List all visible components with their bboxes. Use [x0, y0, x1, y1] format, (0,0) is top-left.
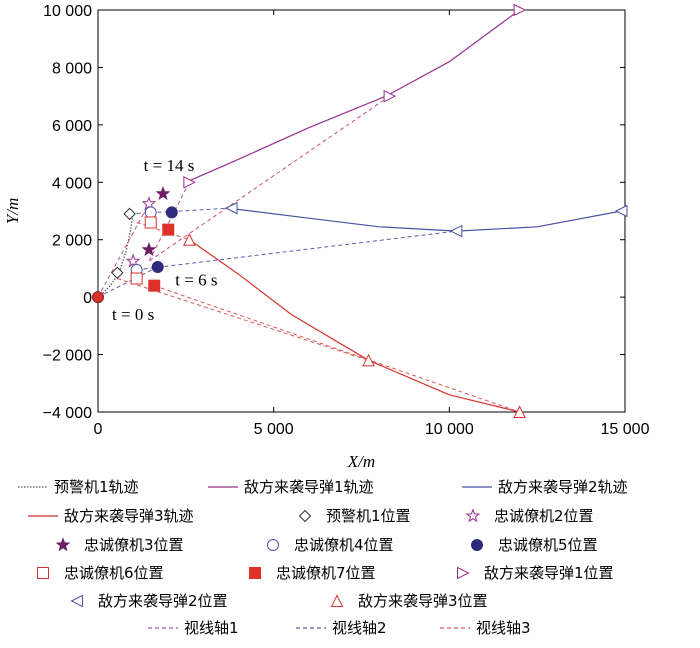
- series-13-point: [614, 204, 628, 218]
- series-5-point: [111, 266, 124, 279]
- series-10-point: [130, 272, 143, 285]
- legend-label: 忠诚僚机2位置: [494, 507, 594, 525]
- legend-swatch: [330, 594, 344, 607]
- series-line-3: [227, 207, 622, 232]
- y-tick-label: 0: [83, 290, 92, 307]
- sightline-15-segment: [97, 203, 150, 298]
- legend-label: 忠诚僚机5位置: [498, 536, 598, 554]
- legend-item: 敌方来袭导弹1位置: [457, 564, 614, 582]
- start-point: [92, 291, 104, 304]
- legend-swatch: [267, 539, 279, 551]
- series-markers: [91, 3, 628, 418]
- series-8-point: [144, 206, 157, 219]
- sightline-16-segment: [136, 230, 457, 271]
- series-11-point: [148, 279, 161, 292]
- series-14-point: [183, 233, 196, 246]
- legend-swatch: [37, 567, 49, 579]
- y-tick-label: 4 000: [52, 175, 92, 192]
- legend-item: 忠诚僚机4位置: [267, 536, 394, 554]
- y-tick-label: 2 000: [52, 233, 92, 250]
- y-tick-label: 10 000: [43, 3, 92, 20]
- legend-item: 视线轴3: [440, 619, 531, 637]
- series-9-point: [165, 206, 178, 219]
- legend-label: 敌方来袭导弹2轨迹: [498, 478, 628, 496]
- legend-label: 敌方来袭导弹1位置: [484, 564, 614, 582]
- legend-label: 视线轴2: [332, 619, 387, 637]
- annotations: t = 14 s t = 6 s t = 0 s: [112, 156, 217, 324]
- x-tick-label: 15 000: [601, 421, 650, 438]
- series-6-point: [125, 253, 141, 268]
- series-10-point: [144, 216, 157, 229]
- legend-label: 忠诚僚机4位置: [294, 536, 394, 554]
- y-tick-label: 8 000: [52, 60, 92, 77]
- x-tick-label: 10 000: [425, 421, 474, 438]
- legend-item: 预警机1位置: [298, 507, 411, 525]
- legend-item: 视线轴1: [148, 619, 239, 637]
- annotation-label: t = 0 s: [112, 305, 154, 324]
- legend-item: 忠诚僚机7位置: [249, 564, 376, 582]
- legend-item: 忠诚僚机2位置: [465, 507, 594, 525]
- legend-item: 忠诚僚机3位置: [55, 536, 184, 554]
- legend-item: 敌方来袭导弹3位置: [330, 592, 488, 610]
- legend-swatch: [471, 539, 483, 551]
- series-7-point: [155, 186, 171, 201]
- legend-label: 敌方来袭导弹3位置: [358, 592, 488, 610]
- legend-item: 预警机1轨迹: [18, 478, 139, 496]
- series-5-point: [123, 207, 136, 221]
- legend-item: 忠诚僚机5位置: [471, 536, 598, 554]
- axes: 0 5 000 10 000 15 000 −4 000 −2 000 0 2 000 4 00…: [3, 3, 650, 471]
- legend-label: 预警机1轨迹: [54, 478, 139, 496]
- y-axis-label: Y/m: [3, 198, 22, 224]
- series-line-4: [188, 239, 520, 413]
- legend: 预警机1轨迹 敌方来袭导弹1轨迹 敌方来袭导弹2轨迹敌方来袭导弹3轨迹 预警机1位置忠…: [18, 478, 628, 637]
- legend-swatch: [70, 594, 83, 608]
- series-12-point: [513, 3, 527, 17]
- x-tick-label: 5 000: [254, 421, 294, 438]
- series-line-1: [97, 213, 134, 298]
- legend-label: 预警机1位置: [326, 507, 411, 525]
- legend-swatch: [298, 509, 312, 523]
- legend-swatch: [249, 567, 261, 579]
- legend-label: 敌方来袭导弹3轨迹: [64, 507, 194, 525]
- legend-item: 敌方来袭导弹3轨迹: [28, 507, 194, 525]
- legend-label: 忠诚僚机7位置: [276, 564, 376, 582]
- legend-label: 敌方来袭导弹1轨迹: [244, 478, 374, 496]
- series-6-point: [141, 196, 157, 211]
- legend-item: 敌方来袭导弹2位置: [70, 592, 228, 610]
- legend-label: 敌方来袭导弹2位置: [98, 592, 228, 610]
- legend-label: 忠诚僚机6位置: [64, 564, 164, 582]
- annotation-label: t = 6 s: [175, 271, 217, 290]
- legend-item: 敌方来袭导弹1轨迹: [208, 478, 374, 496]
- annotation-label: t = 14 s: [144, 156, 195, 175]
- series-12-point: [183, 175, 196, 189]
- series-12-point: [383, 89, 397, 103]
- sightline-15-segment: [148, 182, 190, 262]
- series-13-point: [449, 224, 463, 238]
- series-line-2: [185, 9, 520, 183]
- y-tick-label: −2 000: [43, 348, 92, 365]
- sightline-17-segment: [154, 285, 520, 413]
- legend-item: 敌方来袭导弹2轨迹: [462, 478, 628, 496]
- legend-label: 视线轴1: [184, 619, 239, 637]
- y-tick-label: 6 000: [52, 118, 92, 135]
- series-14-point: [362, 353, 375, 367]
- legend-swatch: [55, 537, 71, 552]
- legend-swatch: [465, 508, 481, 523]
- series-11-point: [162, 223, 175, 236]
- series-14-point: [513, 405, 526, 418]
- sightline-17-segment: [117, 278, 369, 361]
- x-tick-label: 0: [94, 421, 103, 438]
- legend-item: 视线轴2: [296, 619, 387, 637]
- series-13-point: [224, 201, 238, 215]
- y-tick-label: −4 000: [43, 405, 92, 422]
- legend-label: 忠诚僚机3位置: [84, 536, 184, 554]
- series-7-point: [141, 242, 157, 257]
- legend-swatch: [457, 566, 470, 580]
- legend-label: 视线轴3: [476, 619, 531, 637]
- series-9-point: [151, 260, 164, 273]
- legend-item: 忠诚僚机6位置: [37, 564, 164, 582]
- x-axis-label: X/m: [347, 452, 375, 471]
